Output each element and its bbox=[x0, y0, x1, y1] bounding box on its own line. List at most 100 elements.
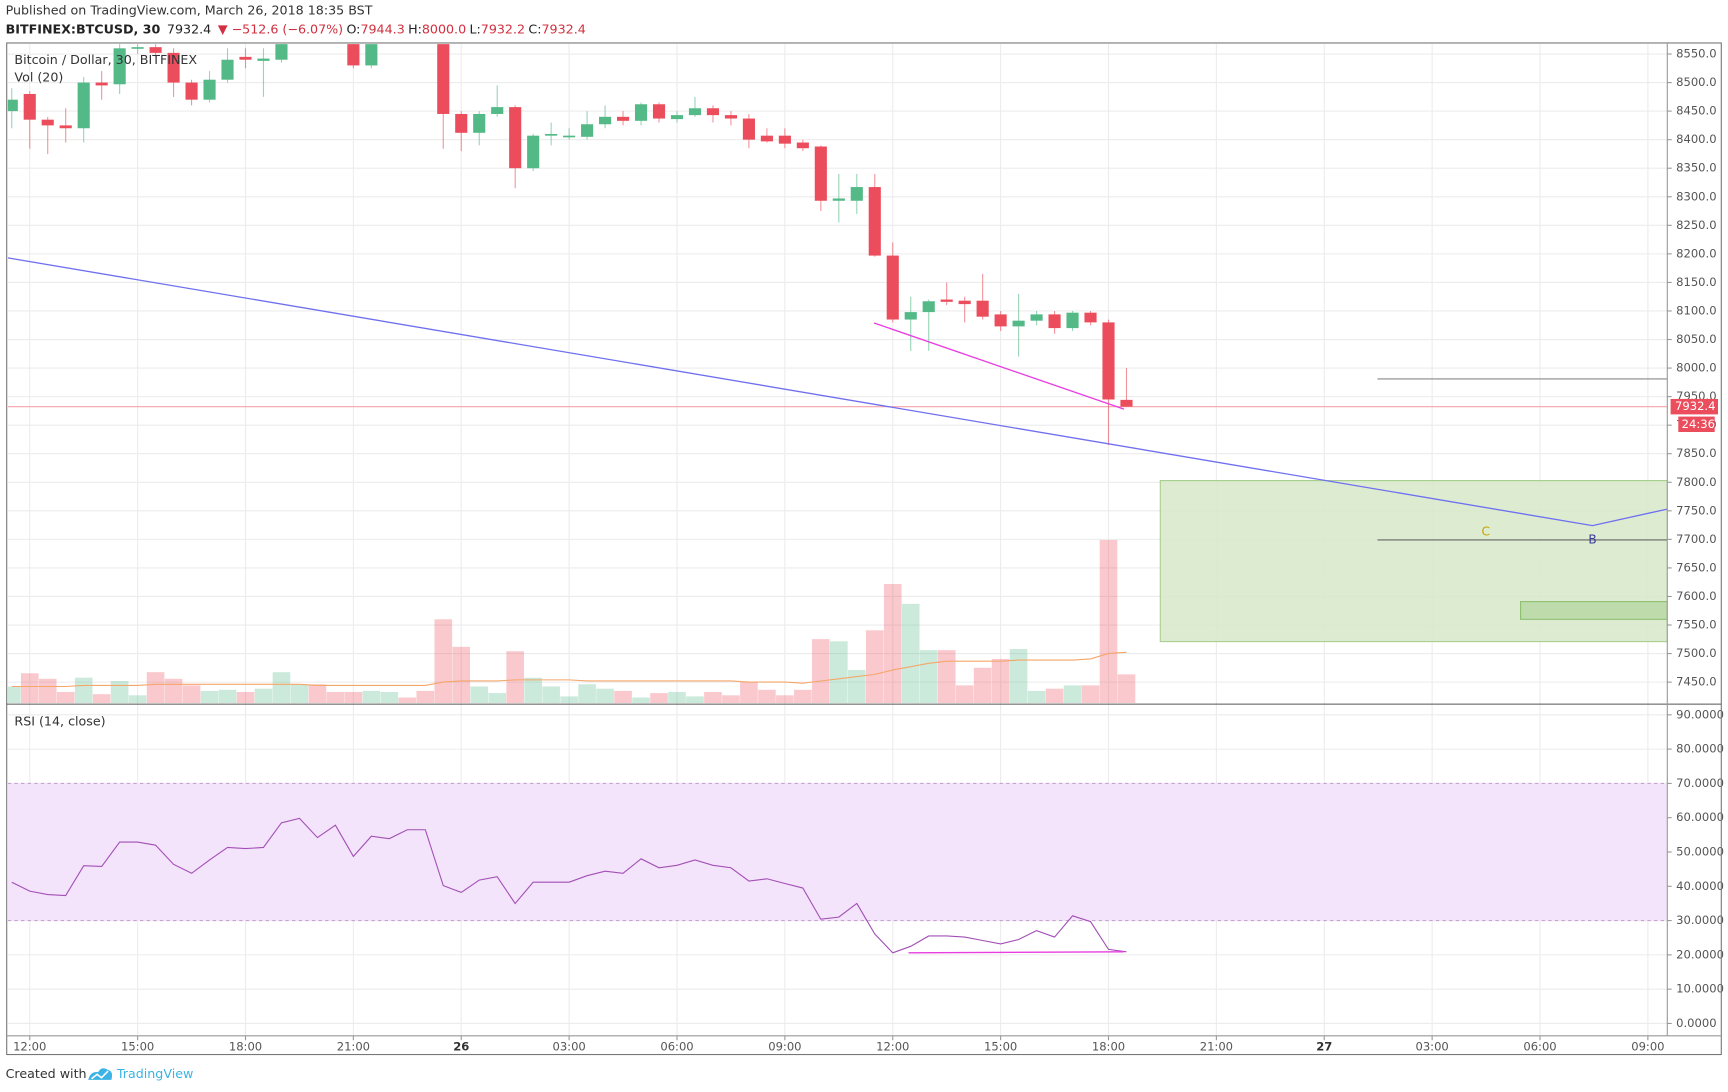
volume-bar bbox=[128, 695, 147, 704]
volume-bar bbox=[326, 692, 345, 704]
candle-body bbox=[203, 79, 216, 100]
y-tick-label: 0.0000 bbox=[1676, 1016, 1716, 1030]
volume-bar bbox=[1063, 685, 1082, 704]
candle-body bbox=[1120, 399, 1133, 407]
y-tick-label: 8400.0 bbox=[1676, 132, 1716, 146]
volume-bar bbox=[614, 690, 632, 704]
candle-body bbox=[976, 300, 989, 317]
candle-body bbox=[167, 52, 180, 83]
symbol-line: BITFINEX:BTCUSD, 30 7932.4 ▼ −512.6 (−6.07… bbox=[6, 21, 586, 36]
trend-line bbox=[7, 257, 1668, 527]
y-tick-label: 30.0000 bbox=[1676, 913, 1724, 927]
volume-bar bbox=[20, 673, 39, 704]
y-tick-label: 10.0000 bbox=[1676, 982, 1724, 996]
volume-bar bbox=[380, 692, 399, 704]
header-text: 7944.3 bbox=[360, 21, 404, 36]
volume-bar bbox=[452, 646, 471, 704]
header-text: 7932.4 bbox=[167, 21, 211, 36]
header-text: ▼ −512.6 (−6.07%) bbox=[218, 21, 343, 36]
candle-body bbox=[778, 135, 791, 144]
rsi-band bbox=[7, 783, 1668, 921]
header-text: H: bbox=[408, 21, 422, 36]
volume-bar bbox=[1117, 674, 1136, 704]
candle-body bbox=[922, 301, 935, 313]
logo-line bbox=[91, 1070, 109, 1080]
y-tick-label: 8450.0 bbox=[1676, 104, 1716, 118]
support-line bbox=[873, 322, 1125, 410]
x-tick-label: 21:00 bbox=[1200, 1039, 1233, 1053]
volume-bar bbox=[865, 630, 884, 704]
y-tick-label: 8200.0 bbox=[1676, 246, 1716, 260]
candle-body bbox=[347, 44, 360, 66]
volume-bar bbox=[937, 650, 956, 704]
y-tick-label: 8500.0 bbox=[1676, 75, 1716, 89]
y-tick-label: 8350.0 bbox=[1676, 161, 1716, 175]
candle-body bbox=[455, 113, 468, 133]
y-tick-label: 80.0000 bbox=[1676, 742, 1724, 756]
candle-body bbox=[239, 56, 252, 60]
x-tick-label: 09:00 bbox=[1631, 1039, 1664, 1053]
last-price-label: 7932.4 bbox=[1675, 399, 1715, 413]
candle-body bbox=[1084, 312, 1097, 323]
volume-bar bbox=[488, 693, 507, 704]
y-tick-label: 8250.0 bbox=[1676, 218, 1716, 232]
candle-body bbox=[257, 58, 270, 61]
y-tick-label: 7550.0 bbox=[1676, 618, 1716, 632]
y-tick-label: 8000.0 bbox=[1676, 361, 1716, 375]
candle-body bbox=[1048, 314, 1061, 329]
rsi-pane bbox=[7, 782, 1668, 954]
volume-bar bbox=[362, 690, 381, 704]
x-tick-label: 12:00 bbox=[876, 1039, 909, 1053]
y-tick-label: 7650.0 bbox=[1676, 560, 1716, 574]
header-text: BITFINEX:BTCUSD, 30 bbox=[6, 21, 161, 36]
candle-body bbox=[940, 299, 953, 302]
axes: 12:00 15:00 18:00 21:00 26 03:00 06:00 09:00 12:… bbox=[13, 47, 1724, 1054]
x-tick-label: 18:00 bbox=[229, 1039, 262, 1053]
candle-body bbox=[634, 104, 648, 121]
candle-body bbox=[185, 82, 198, 100]
candle-body bbox=[95, 82, 108, 86]
header-text: 8000.0 bbox=[422, 21, 466, 36]
volume-bar bbox=[829, 641, 848, 704]
volume-bar bbox=[38, 678, 57, 704]
candle-body bbox=[275, 44, 288, 60]
y-tick-label: 7750.0 bbox=[1676, 503, 1716, 517]
candle-body bbox=[131, 47, 144, 49]
countdown-label: 24:36 bbox=[1682, 417, 1715, 431]
candle-body bbox=[365, 44, 378, 66]
target-zone bbox=[1520, 601, 1668, 620]
header-text: C: bbox=[528, 21, 541, 36]
volume-bar bbox=[254, 688, 273, 704]
volume-bar bbox=[883, 584, 902, 704]
volume-bar bbox=[776, 695, 794, 704]
x-tick-label: 03:00 bbox=[1415, 1039, 1448, 1053]
candle-body bbox=[545, 133, 558, 136]
volume-bar bbox=[632, 697, 650, 704]
y-tick-label: 20.0000 bbox=[1676, 947, 1724, 961]
tradingview-logo bbox=[88, 1068, 113, 1080]
volume-bar bbox=[578, 684, 596, 704]
published-note: Published on TradingView.com, March 26, … bbox=[6, 3, 373, 18]
volume-bar bbox=[1081, 685, 1100, 704]
y-tick-label: 7450.0 bbox=[1676, 675, 1716, 689]
volume-bar bbox=[1045, 688, 1064, 704]
volume-bar bbox=[542, 686, 560, 704]
y-tick-label: 8100.0 bbox=[1676, 303, 1716, 317]
candle-body bbox=[670, 115, 684, 120]
volume-bar bbox=[758, 689, 776, 704]
volume-title: Vol (20) bbox=[14, 70, 63, 85]
volume-bar bbox=[1027, 690, 1046, 704]
candle-body bbox=[617, 116, 630, 121]
wave-label: B bbox=[1588, 532, 1596, 546]
volume-bar bbox=[847, 669, 866, 704]
candle-body bbox=[437, 44, 450, 114]
volume-ma bbox=[11, 651, 1127, 688]
volume-bar bbox=[308, 684, 327, 704]
volume-bar bbox=[398, 697, 417, 704]
footer-brand[interactable]: TradingView bbox=[116, 1066, 193, 1081]
x-tick-label: 15:00 bbox=[984, 1039, 1017, 1053]
header-text: 7932.4 bbox=[541, 21, 585, 36]
y-tick-label: 8050.0 bbox=[1676, 332, 1716, 346]
x-tick-label: 06:00 bbox=[660, 1039, 693, 1053]
